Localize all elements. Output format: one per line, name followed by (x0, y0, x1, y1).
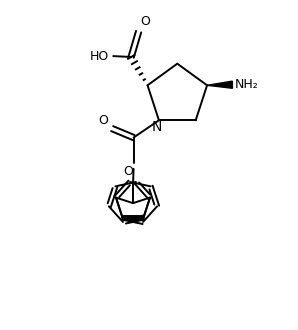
Polygon shape (207, 81, 232, 88)
Text: O: O (99, 114, 108, 127)
Text: O: O (140, 15, 150, 28)
Text: N: N (151, 120, 162, 134)
Text: NH₂: NH₂ (235, 78, 259, 91)
Text: O: O (123, 165, 133, 178)
Text: HO: HO (90, 50, 109, 63)
